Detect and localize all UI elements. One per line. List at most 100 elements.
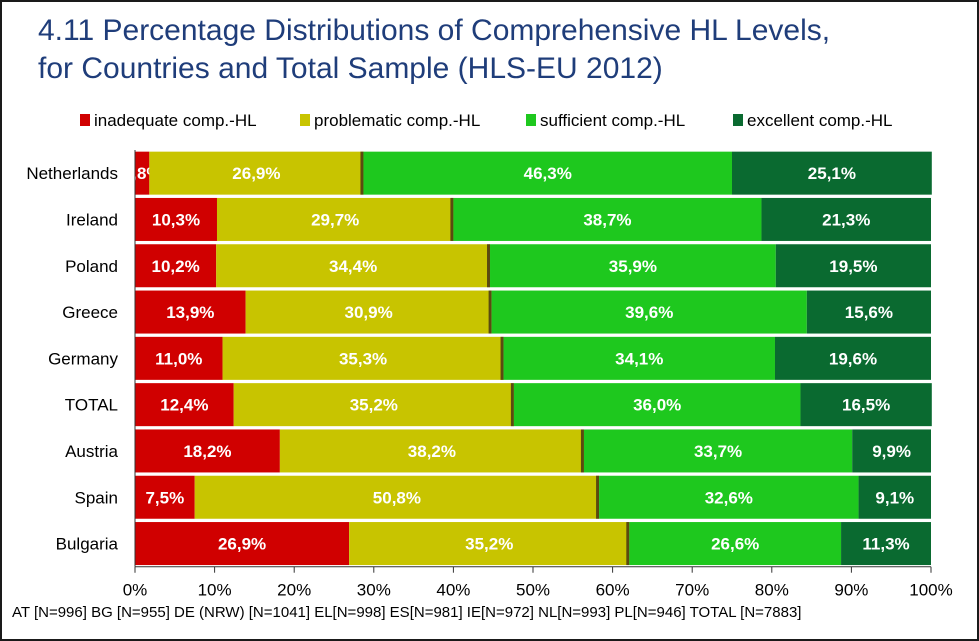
bar-segment-ireland-problematic-comp-hl [216,197,454,241]
bar-segment-bulgaria-excellent-comp-hl [841,522,931,566]
segment-edge-greece [488,290,492,334]
bar-segment-total-sufficient-comp-hl [513,383,801,427]
data-label-austria-excellent-comp-hl: 9,9% [872,442,911,461]
x-tick-label-7: 70% [675,581,709,600]
data-label-bulgaria-excellent-comp-hl: 11,3% [862,535,909,554]
data-label-germany-problematic-comp-hl: 35,3% [339,349,387,368]
bar-row-bulgaria: 26,9% 35,2% 26,6% 11,3% [135,522,931,566]
x-tick-label-9: 90% [834,581,868,600]
segment-edge-germany [500,336,504,380]
bar-segment-germany-inadequate-comp-hl [135,336,223,380]
bar-segment-total-inadequate-comp-hl [135,383,234,427]
bar-segment-bulgaria-problematic-comp-hl [349,522,630,566]
category-label-germany: Germany [48,349,118,368]
data-label-spain-excellent-comp-hl: 9,1% [875,488,914,507]
data-label-spain-sufficient-comp-hl: 32,6% [705,488,753,507]
bar-segment-greece-sufficient-comp-hl [491,290,807,334]
sample-size-footnote: AT [N=996] BG [N=955] DE (NRW) [N=1041] … [12,604,802,621]
x-tick-label-5: 50% [516,581,550,600]
x-tick-label-2: 20% [277,581,311,600]
bar-row-poland: 10,2% 34,4% 35,9% 19,5% [135,244,931,288]
data-label-ireland-problematic-comp-hl: 29,7% [311,210,359,229]
data-label-ireland-excellent-comp-hl: 21,3% [822,210,870,229]
data-label-bulgaria-sufficient-comp-hl: 26,6% [711,535,759,554]
segment-edge-ireland [450,197,454,241]
legend-label-sufficient-comp-hl: sufficient comp.-HL [540,111,685,130]
bar-segment-ireland-inadequate-comp-hl [135,197,217,241]
segment-edge-spain [596,475,600,519]
data-label-ireland-inadequate-comp-hl: 10,3% [152,210,200,229]
bar-segment-spain-problematic-comp-hl [194,475,600,519]
category-label-bulgaria: Bulgaria [56,535,119,554]
page-title: 4.11 Percentage Distributions of Compreh… [38,12,958,88]
data-label-spain-inadequate-comp-hl: 7,5% [145,488,184,507]
segment-edge-total [510,383,514,427]
data-label-greece-problematic-comp-hl: 30,9% [345,303,393,322]
segment-edge-poland [487,244,491,288]
bar-segment-austria-problematic-comp-hl [279,429,584,473]
x-tick-label-10: 100% [909,581,952,600]
bar-segment-germany-excellent-comp-hl [774,336,931,380]
data-label-greece-inadequate-comp-hl: 13,9% [166,303,214,322]
bar-row-germany: 11,0% 35,3% 34,1% 19,6% [135,336,931,380]
bar-segment-germany-problematic-comp-hl [222,336,504,380]
bar-row-austria: 18,2% 38,2% 33,7% 9,9% [135,429,931,473]
bar-row-ireland: 10,3% 29,7% 38,7% 21,3% [135,197,931,241]
legend-swatch-inadequate-comp-hl [80,114,90,126]
bar-segment-poland-excellent-comp-hl [775,244,931,288]
segment-edge-austria [580,429,584,473]
bar-segment-poland-sufficient-comp-hl [490,244,776,288]
bar-row-netherlands: 1,8% 26,9% 46,3% 25,1% [123,151,932,195]
data-label-austria-inadequate-comp-hl: 18,2% [183,442,231,461]
legend-swatch-excellent-comp-hl [733,114,743,126]
bar-row-greece: 13,9% 30,9% 39,6% 15,6% [135,290,931,334]
legend-item-excellent-comp-hl: excellent comp.-HL [733,111,893,130]
title-line-1: 4.11 Percentage Distributions of Compreh… [38,14,831,47]
bar-segment-austria-excellent-comp-hl [852,429,931,473]
bar-segment-ireland-sufficient-comp-hl [453,197,762,241]
title-line-2: for Countries and Total Sample (HLS-EU 2… [38,52,663,85]
data-label-germany-sufficient-comp-hl: 34,1% [615,349,663,368]
segment-edge-netherlands [360,151,364,195]
category-label-poland: Poland [65,257,118,276]
bar-row-spain: 7,5% 50,8% 32,6% 9,1% [135,475,931,519]
data-label-bulgaria-inadequate-comp-hl: 26,9% [218,535,266,554]
x-tick-label-0: 0% [123,581,148,600]
data-label-spain-problematic-comp-hl: 50,8% [373,488,421,507]
data-label-poland-inadequate-comp-hl: 10,2% [151,257,199,276]
data-label-netherlands-excellent-comp-hl: 25,1% [808,164,856,183]
bar-segment-greece-inadequate-comp-hl [135,290,246,334]
data-label-ireland-sufficient-comp-hl: 38,7% [583,210,631,229]
category-labels: Netherlands Ireland Poland Greece Germany TOT… [26,164,118,553]
legend-item-sufficient-comp-hl: sufficient comp.-HL [526,111,685,130]
category-label-ireland: Ireland [66,210,118,229]
data-label-austria-problematic-comp-hl: 38,2% [408,442,456,461]
data-label-netherlands-problematic-comp-hl: 26,9% [232,164,280,183]
data-label-total-problematic-comp-hl: 35,2% [350,396,398,415]
data-label-austria-sufficient-comp-hl: 33,7% [694,442,742,461]
category-label-austria: Austria [65,442,118,461]
data-label-total-inadequate-comp-hl: 12,4% [160,396,208,415]
bar-segment-spain-sufficient-comp-hl [599,475,859,519]
bar-segment-ireland-excellent-comp-hl [761,197,931,241]
data-label-poland-problematic-comp-hl: 34,4% [329,257,377,276]
x-axis: 0% 10% 20% 30% 40% 50% 60% 70% 80% 90% 100% [123,150,953,600]
bar-segment-netherlands-sufficient-comp-hl [363,151,732,195]
data-label-total-sufficient-comp-hl: 36,0% [633,396,681,415]
category-label-total: TOTAL [65,396,118,415]
chart-bars: 1,8% 26,9% 46,3% 25,1%10,3% 29,7% 38,7% 21,3%1… [123,151,932,566]
bar-segment-spain-inadequate-comp-hl [135,475,195,519]
bar-segment-austria-inadequate-comp-hl [135,429,280,473]
legend-item-problematic-comp-hl: problematic comp.-HL [300,111,480,130]
x-tick-label-8: 80% [755,581,789,600]
data-label-total-excellent-comp-hl: 16,5% [842,396,890,415]
legend-swatch-sufficient-comp-hl [526,114,536,126]
legend-label-problematic-comp-hl: problematic comp.-HL [314,111,480,130]
data-label-greece-sufficient-comp-hl: 39,6% [625,303,673,322]
data-label-germany-excellent-comp-hl: 19,6% [829,349,877,368]
legend-item-inadequate-comp-hl: inadequate comp.-HL [80,111,257,130]
data-label-poland-excellent-comp-hl: 19,5% [829,257,877,276]
bar-segment-greece-problematic-comp-hl [245,290,492,334]
